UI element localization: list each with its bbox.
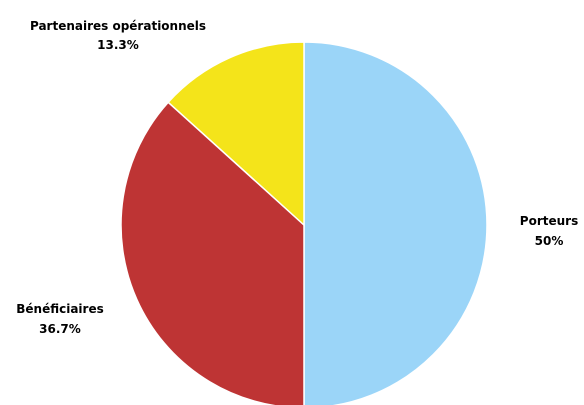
label-porteurs: Porteurs xyxy=(520,214,578,228)
pie-slices xyxy=(120,41,488,405)
pie-slice-beneficiaires xyxy=(120,101,305,405)
pie-slice-partenaires-operationnels xyxy=(167,41,305,227)
label-beneficiaires: Bénéficiaires xyxy=(16,302,104,316)
value-partenaires-operationnels: 13.3% xyxy=(97,38,139,52)
value-beneficiaires: 36.7% xyxy=(39,322,81,336)
pie-slice-porteurs xyxy=(303,41,488,405)
value-porteurs: 50% xyxy=(535,234,564,248)
label-partenaires-operationnels: Partenaires opérationnels xyxy=(30,19,206,33)
